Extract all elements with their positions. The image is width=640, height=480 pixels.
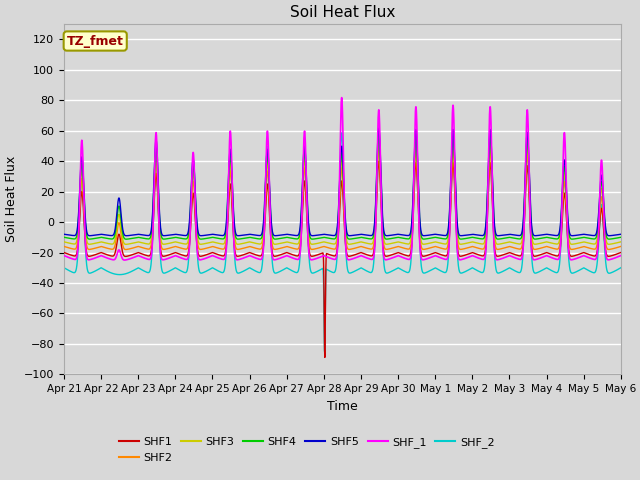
SHF1 — [60, 250, 68, 255]
SHF1 — [322, 275, 330, 281]
Line: SHF4: SHF4 — [64, 134, 621, 239]
Line: SHF5: SHF5 — [64, 128, 621, 236]
SHF5 — [60, 231, 68, 237]
SHF4 — [616, 235, 624, 240]
SHF2 — [468, 244, 476, 250]
SHF_2 — [617, 265, 625, 271]
SHF5 — [122, 233, 130, 239]
SHF_2 — [321, 348, 328, 354]
SHF_2 — [160, 270, 168, 276]
SHF5 — [499, 232, 507, 238]
SHF3 — [617, 239, 625, 245]
SHF_2 — [499, 268, 507, 274]
SHF2 — [616, 244, 624, 250]
SHF5 — [616, 231, 624, 237]
SHF_2 — [60, 265, 68, 271]
Line: SHF2: SHF2 — [64, 150, 621, 250]
SHF1 — [617, 250, 625, 255]
SHF4 — [499, 236, 507, 241]
SHF1 — [616, 250, 624, 256]
SHF5 — [468, 231, 476, 237]
SHF2 — [161, 247, 168, 252]
SHF3 — [616, 239, 624, 245]
SHF3 — [499, 240, 507, 246]
SHF_1 — [617, 252, 625, 258]
SHF5 — [617, 231, 625, 237]
SHF2 — [60, 243, 68, 249]
SHF4 — [617, 234, 625, 240]
SHF1 — [321, 355, 329, 360]
SHF_1 — [468, 253, 476, 259]
SHF_1 — [322, 253, 330, 259]
SHF2 — [499, 245, 507, 251]
SHF5 — [322, 232, 330, 238]
SHF1 — [160, 253, 168, 259]
SHF1 — [499, 252, 507, 258]
SHF3 — [122, 241, 130, 247]
SHF_2 — [468, 265, 476, 271]
SHF4 — [322, 235, 330, 240]
Line: SHF_2: SHF_2 — [64, 130, 621, 351]
SHF2 — [322, 244, 330, 250]
SHF4 — [161, 236, 168, 242]
SHF3 — [468, 239, 476, 245]
SHF_1 — [161, 257, 168, 263]
SHF_1 — [60, 252, 68, 258]
SHF3 — [436, 240, 444, 246]
SHF4 — [375, 132, 383, 137]
SHF3 — [161, 241, 168, 247]
X-axis label: Time: Time — [327, 400, 358, 413]
SHF1 — [436, 252, 444, 257]
SHF_2 — [616, 265, 624, 271]
SHF1 — [375, 158, 383, 164]
SHF2 — [617, 243, 625, 249]
Title: Soil Heat Flux: Soil Heat Flux — [290, 5, 395, 20]
Line: SHF3: SHF3 — [64, 141, 621, 244]
Line: SHF1: SHF1 — [64, 161, 621, 358]
SHF_2 — [322, 276, 330, 282]
SHF_1 — [436, 255, 444, 261]
Text: TZ_fmet: TZ_fmet — [67, 35, 124, 48]
SHF3 — [375, 138, 383, 144]
SHF_1 — [616, 253, 624, 259]
SHF_1 — [338, 95, 346, 100]
SHF_1 — [121, 257, 129, 263]
Line: SHF_1: SHF_1 — [64, 97, 621, 260]
SHF5 — [375, 125, 383, 131]
SHF2 — [122, 247, 130, 252]
SHF1 — [468, 250, 476, 256]
SHF5 — [161, 233, 168, 239]
SHF2 — [436, 245, 444, 251]
Y-axis label: Soil Heat Flux: Soil Heat Flux — [5, 156, 19, 242]
SHF5 — [436, 232, 444, 238]
SHF_2 — [436, 268, 444, 274]
SHF_2 — [412, 127, 420, 133]
SHF_1 — [499, 255, 507, 261]
Legend: SHF1, SHF2, SHF3, SHF4, SHF5, SHF_1, SHF_2: SHF1, SHF2, SHF3, SHF4, SHF5, SHF_1, SHF… — [114, 432, 499, 467]
SHF3 — [60, 239, 68, 245]
SHF4 — [436, 235, 444, 241]
SHF3 — [322, 240, 330, 245]
SHF4 — [122, 236, 130, 242]
SHF2 — [375, 147, 383, 153]
SHF4 — [60, 234, 68, 240]
SHF4 — [468, 235, 476, 240]
